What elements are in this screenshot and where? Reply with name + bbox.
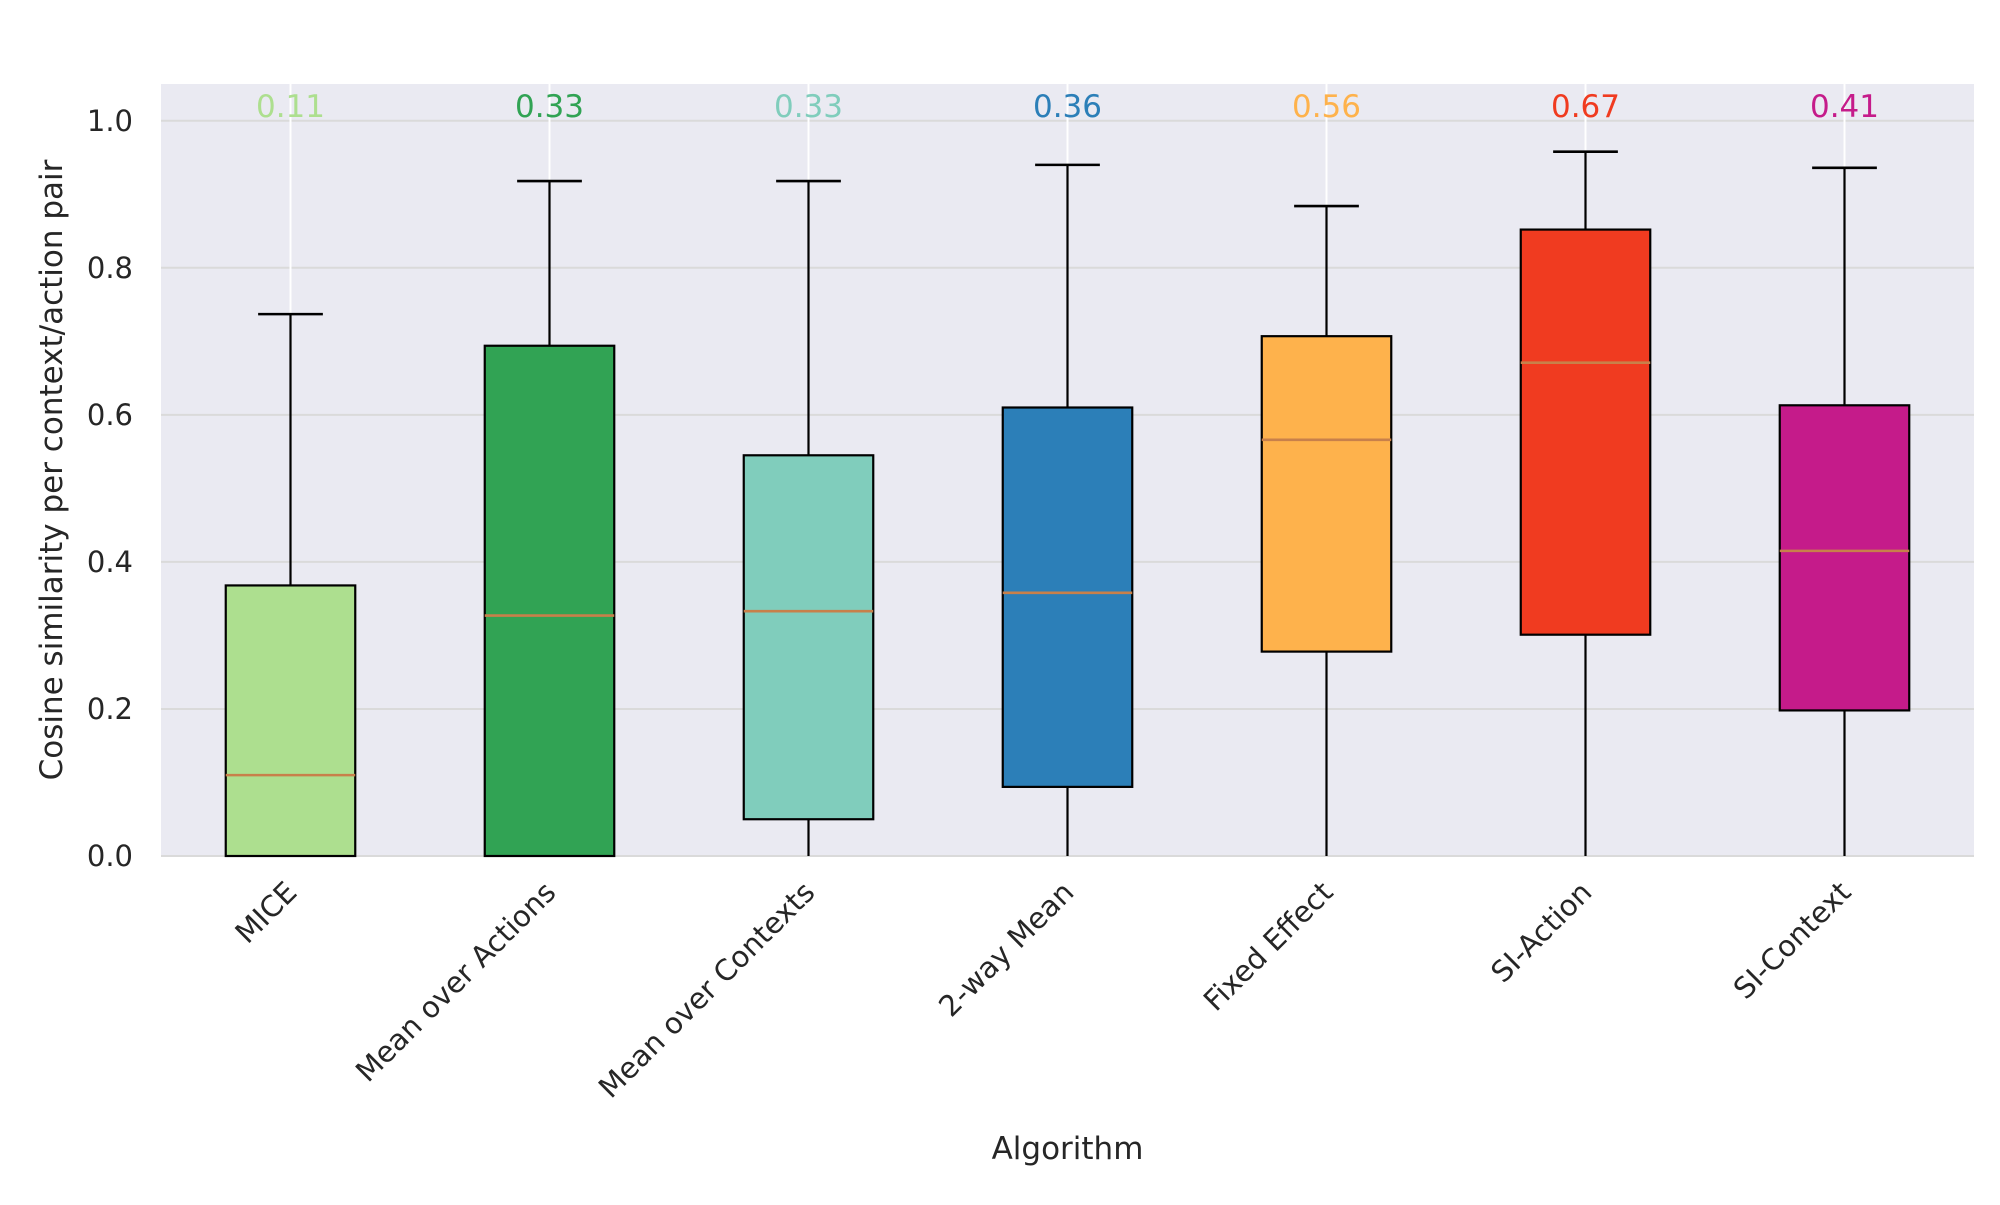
box-1 [483, 179, 616, 858]
y-tick-label-5: 1.0 [87, 104, 133, 138]
x-axis-ticks: MICE Mean over Actions Mean over Contexts 2… [228, 875, 1857, 1105]
median-label-5: 0.67 [1551, 89, 1620, 125]
box-body [1778, 404, 1911, 712]
box-body [224, 584, 357, 858]
box-6 [1778, 166, 1911, 856]
box-2 [742, 179, 875, 856]
box-layer [224, 150, 1911, 858]
y-tick-label-2: 0.4 [87, 545, 133, 579]
box-4 [1260, 204, 1393, 856]
box-body [1519, 228, 1652, 636]
x-axis-title: Algorithm [992, 1131, 1144, 1167]
box-5 [1519, 150, 1652, 856]
y-tick-label-0: 0.0 [87, 839, 133, 873]
median-label-0: 0.11 [256, 89, 325, 125]
box-0 [224, 312, 357, 858]
x-tick-label-2: Mean over Contexts [592, 875, 822, 1105]
y-tick-label-3: 0.6 [87, 398, 133, 432]
box-body [1001, 406, 1134, 788]
box-body [1260, 335, 1393, 653]
x-tick-label-0: MICE [228, 875, 303, 950]
y-axis-ticks: 0.0 0.2 0.4 0.6 0.8 1.0 [87, 104, 133, 873]
median-label-4: 0.56 [1292, 89, 1361, 125]
x-tick-label-5: SI-Action [1484, 875, 1598, 989]
median-label-2: 0.33 [774, 89, 843, 125]
y-tick-label-4: 0.8 [87, 251, 133, 285]
box-body [483, 344, 616, 858]
median-label-3: 0.36 [1033, 89, 1102, 125]
y-axis-title: Cosine similarity per context/action pai… [34, 159, 70, 780]
box-3 [1001, 163, 1134, 856]
median-label-layer: 0.11 0.33 0.33 0.36 0.56 0.67 0.41 [256, 89, 1879, 125]
x-tick-label-4: Fixed Effect [1197, 875, 1340, 1018]
y-tick-label-1: 0.2 [87, 692, 133, 726]
median-label-6: 0.41 [1810, 89, 1879, 125]
x-tick-label-3: 2-way Mean [932, 875, 1080, 1023]
x-tick-label-6: SI-Context [1727, 875, 1858, 1006]
median-label-1: 0.33 [515, 89, 584, 125]
box-body [742, 454, 875, 821]
x-tick-label-1: Mean over Actions [349, 875, 563, 1089]
